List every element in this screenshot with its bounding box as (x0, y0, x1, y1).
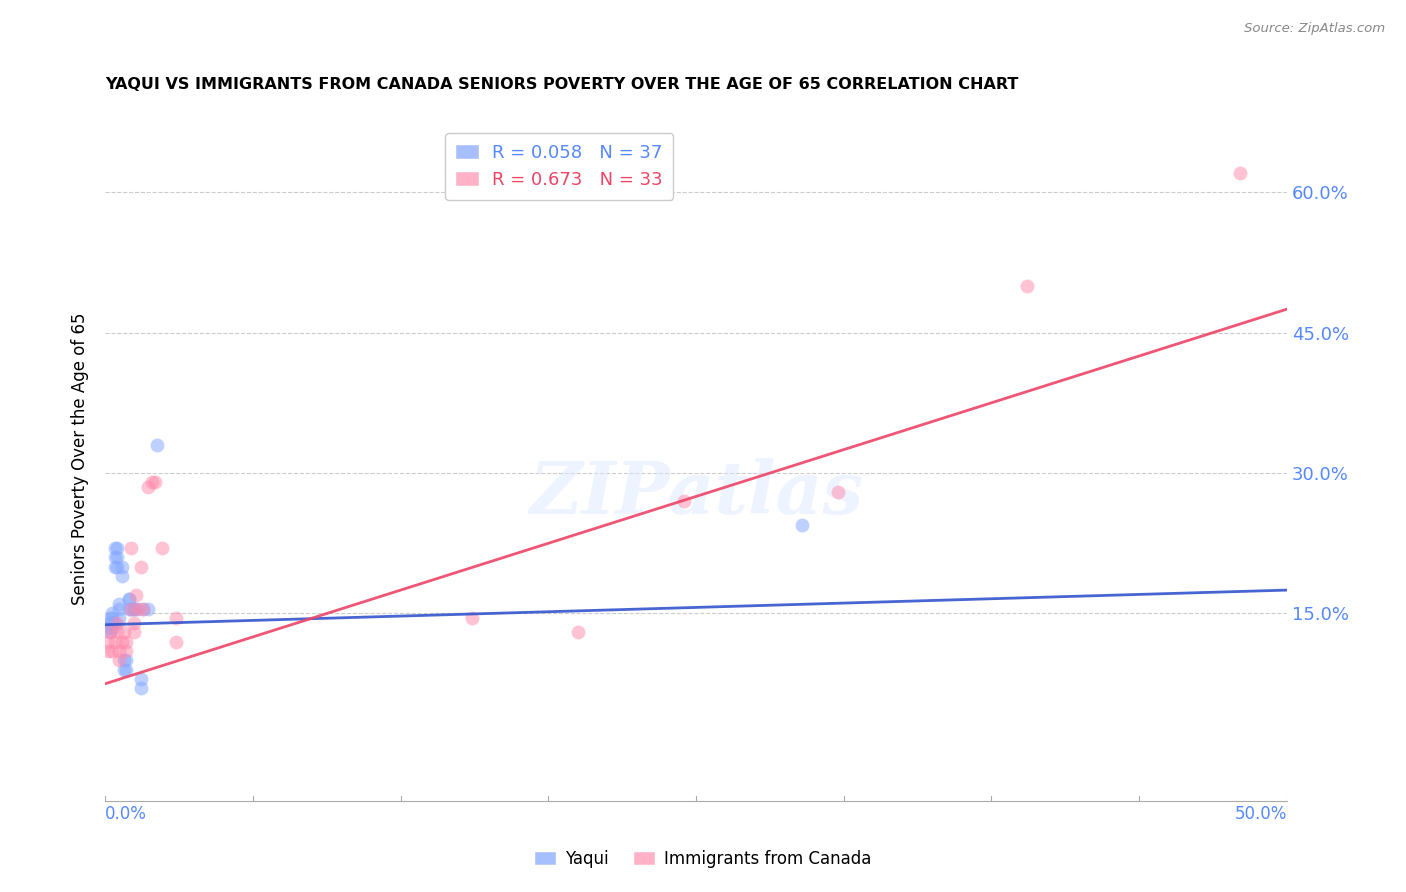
Point (127, 602, 149, 616)
Point (150, 541, 173, 555)
Point (136, 480, 159, 494)
Point (101, 644, 124, 658)
Point (120, 602, 142, 616)
Point (105, 625, 128, 640)
Point (115, 663, 138, 677)
Point (111, 634, 134, 648)
Text: ZIPatlas: ZIPatlas (529, 458, 863, 529)
Point (105, 541, 128, 555)
Point (101, 621, 124, 635)
Point (115, 634, 138, 648)
Point (132, 602, 155, 616)
Point (104, 559, 127, 574)
Point (1229, 166, 1251, 180)
Point (132, 602, 155, 616)
Point (673, 494, 696, 508)
Point (98, 611, 121, 625)
Point (122, 602, 145, 616)
Point (112, 625, 135, 640)
Point (141, 475, 163, 490)
Point (129, 681, 152, 696)
Point (104, 615, 127, 630)
Point (1015, 278, 1038, 293)
Point (111, 569, 134, 583)
Point (122, 602, 145, 616)
Point (125, 588, 148, 602)
Y-axis label: Seniors Poverty Over the Age of 65: Seniors Poverty Over the Age of 65 (72, 313, 89, 606)
Point (118, 592, 141, 607)
Point (108, 653, 131, 667)
Text: Source: ZipAtlas.com: Source: ZipAtlas.com (1244, 22, 1385, 36)
Point (104, 541, 127, 555)
Point (98, 625, 121, 640)
Text: YAQUI VS IMMIGRANTS FROM CANADA SENIORS POVERTY OVER THE AGE OF 65 CORRELATION C: YAQUI VS IMMIGRANTS FROM CANADA SENIORS … (105, 78, 1018, 93)
Point (120, 541, 142, 555)
Point (98, 615, 121, 630)
Legend: Yaqui, Immigrants from Canada: Yaqui, Immigrants from Canada (529, 844, 877, 875)
Point (118, 602, 141, 616)
Point (104, 634, 127, 648)
Point (129, 559, 152, 574)
Point (105, 559, 128, 574)
Point (120, 602, 142, 616)
Point (118, 592, 141, 607)
Point (792, 517, 814, 532)
Text: 0.0%: 0.0% (105, 805, 148, 823)
Point (108, 597, 131, 611)
Text: 50.0%: 50.0% (1234, 805, 1286, 823)
Point (165, 611, 187, 625)
Point (125, 602, 148, 616)
Point (97, 634, 120, 648)
Point (146, 438, 169, 452)
Point (112, 653, 135, 667)
Point (111, 559, 134, 574)
Point (122, 615, 145, 630)
Point (108, 644, 131, 658)
Point (122, 625, 145, 640)
Point (129, 672, 152, 686)
Point (567, 625, 589, 640)
Point (98, 625, 121, 640)
Point (97, 644, 120, 658)
Point (827, 484, 849, 499)
Point (101, 611, 124, 625)
Point (136, 602, 159, 616)
Point (460, 611, 482, 625)
Point (105, 615, 128, 630)
Point (165, 634, 187, 648)
Point (112, 663, 135, 677)
Point (143, 475, 166, 490)
Point (104, 550, 127, 565)
Point (115, 653, 138, 667)
Point (108, 602, 131, 616)
Point (97, 621, 120, 635)
Legend: R = 0.058   N = 37, R = 0.673   N = 33: R = 0.058 N = 37, R = 0.673 N = 33 (446, 133, 673, 200)
Point (115, 644, 138, 658)
Point (108, 611, 131, 625)
Point (105, 550, 128, 565)
Point (101, 615, 124, 630)
Point (101, 607, 124, 621)
